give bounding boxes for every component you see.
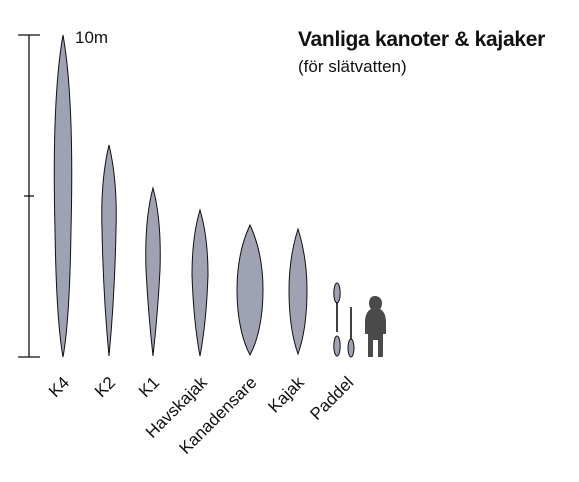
paddles	[333, 282, 355, 358]
kayak-paddle-shape	[347, 307, 355, 358]
kanadensare-hull-shape	[236, 223, 264, 357]
page-subtitle: (för slätvatten)	[298, 57, 407, 76]
k4-hull-shape	[53, 34, 73, 358]
k1-hull-shape	[145, 186, 161, 357]
havskajak-hull-shape	[191, 208, 209, 357]
scale-bar	[18, 34, 40, 358]
canoe-paddle-shape	[333, 282, 341, 357]
kajak-hull-shape	[288, 227, 308, 356]
scale-label: 10m	[75, 28, 109, 47]
person-silhouette-icon	[365, 296, 386, 357]
k2-hull-shape	[101, 144, 117, 357]
page-title: Vanliga kanoter & kajaker	[298, 28, 545, 51]
